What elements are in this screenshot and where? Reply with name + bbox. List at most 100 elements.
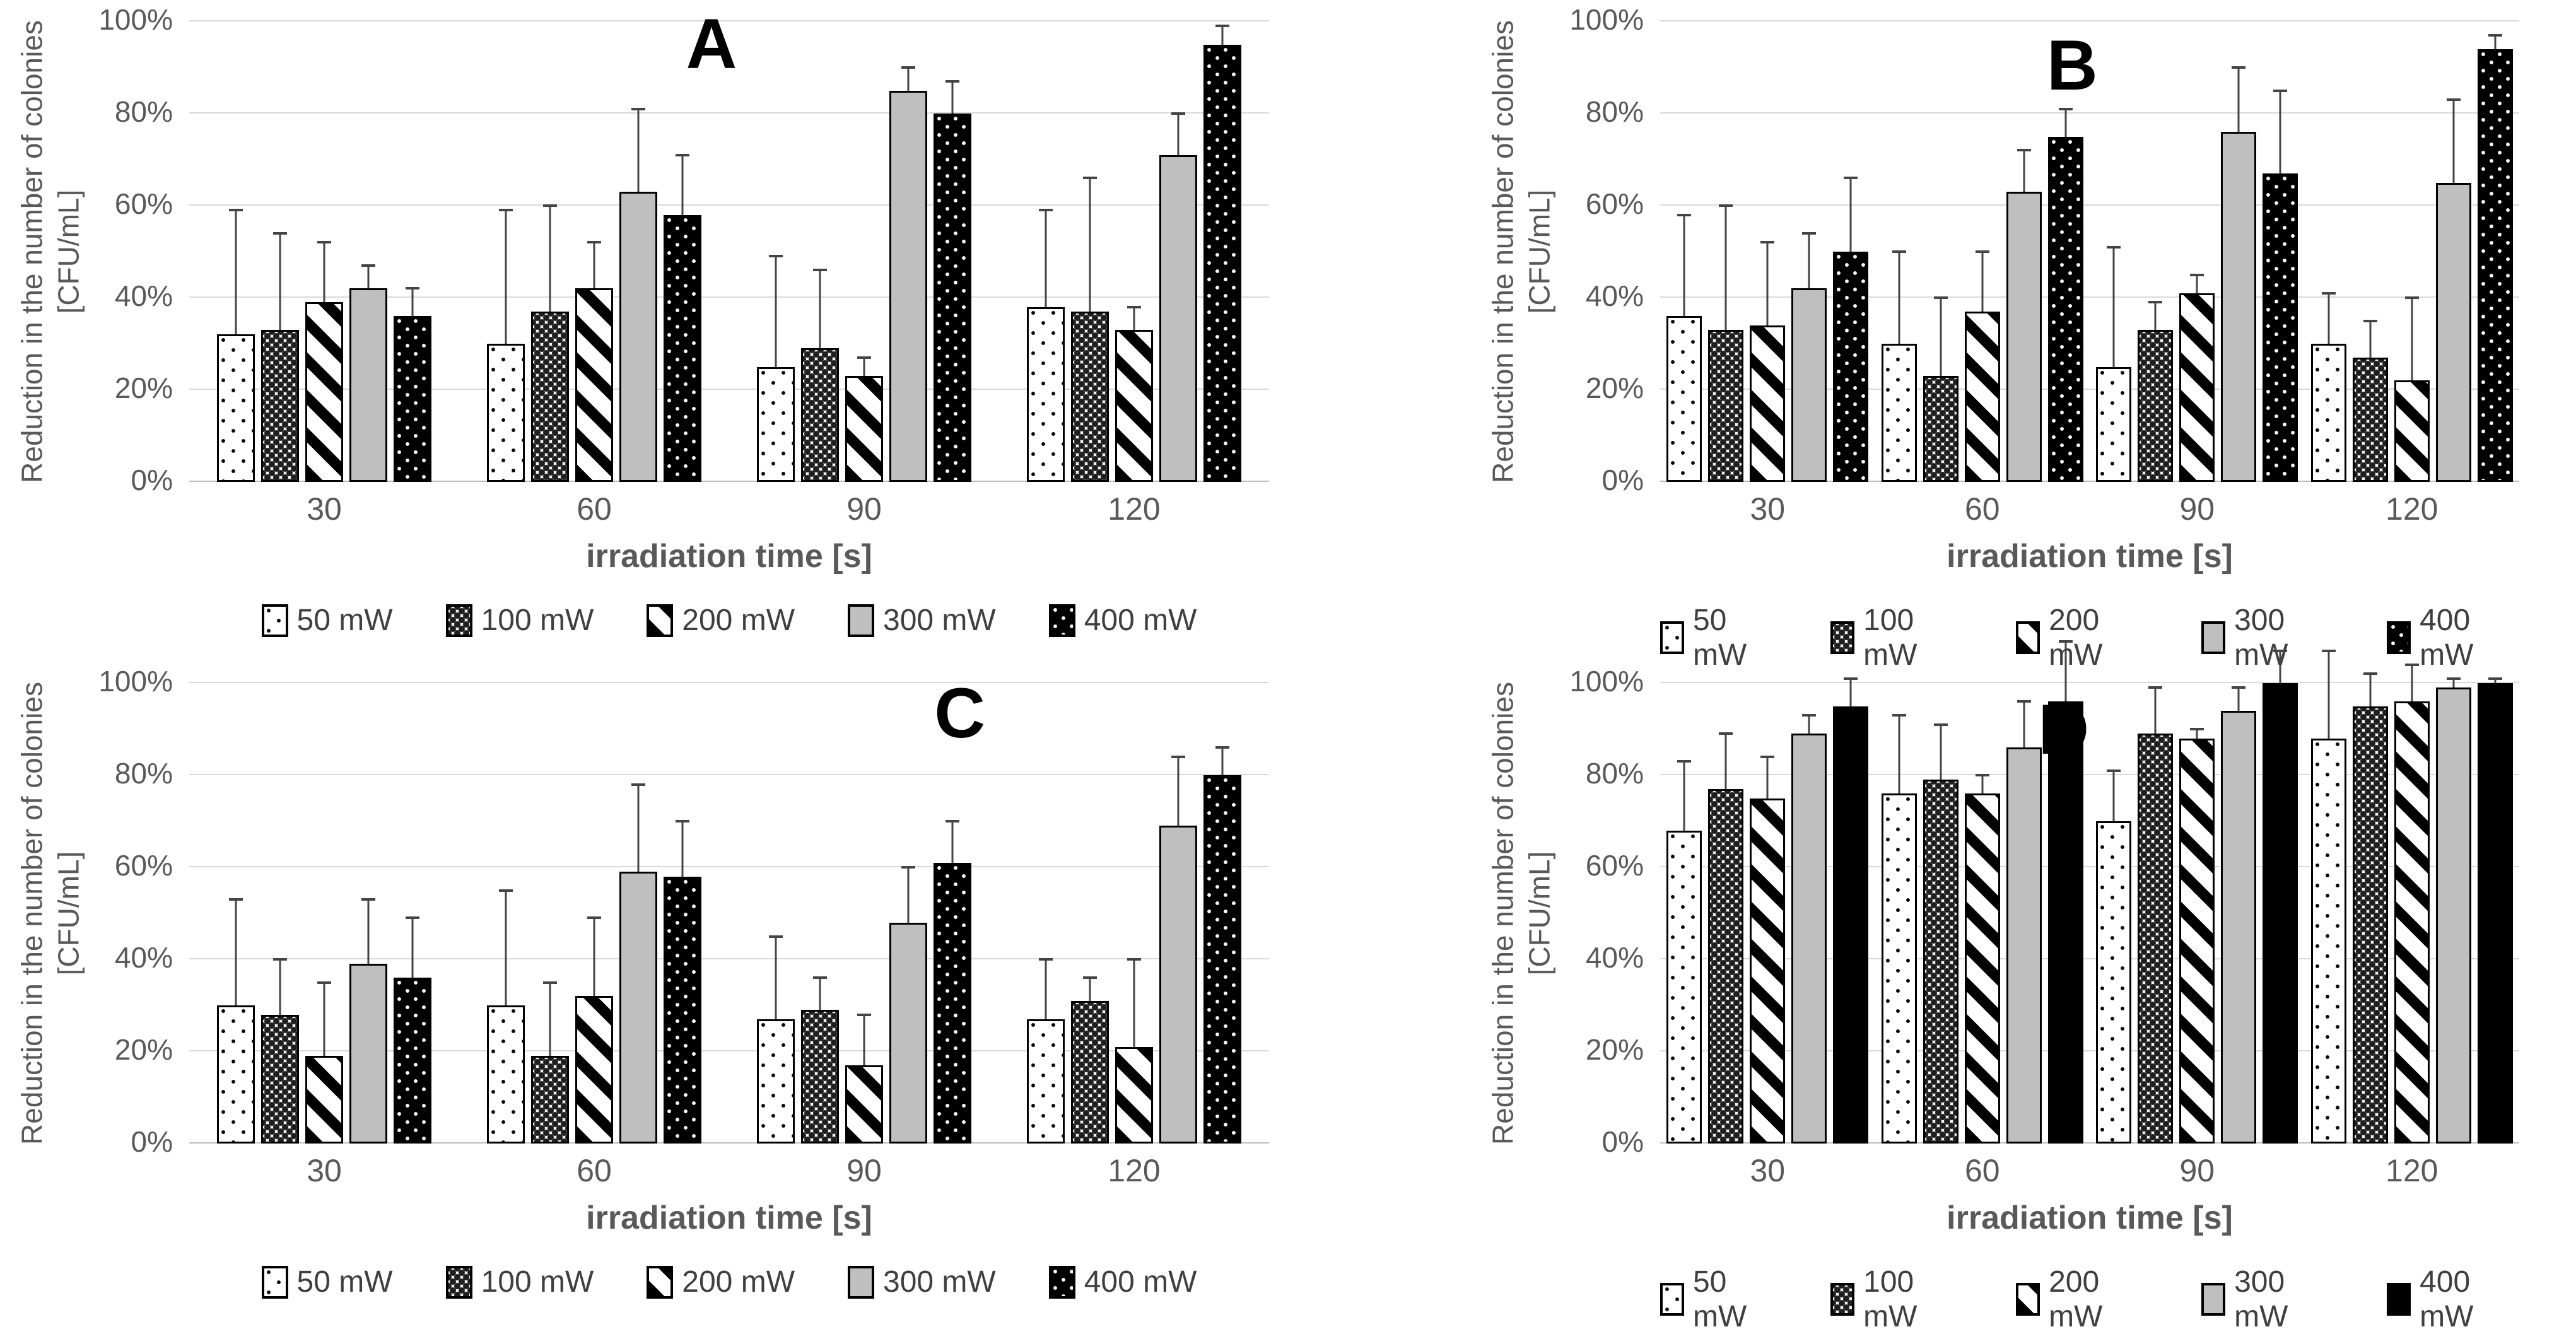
- bar-100mW-60s: [1923, 376, 1958, 482]
- x-axis-ticks: 30 60 90 120: [189, 491, 1269, 527]
- error-bar-cap: [2017, 700, 2031, 703]
- bar-slot: [1159, 683, 1197, 1144]
- error-bar-cap: [857, 356, 871, 359]
- error-bar-cap: [2190, 728, 2204, 730]
- legend-item: 100 mW: [1830, 603, 1963, 672]
- y-tick-label: 0%: [1601, 1125, 1644, 1158]
- error-bar: [1724, 734, 1727, 789]
- legend-swatch-solid-black: [2387, 1283, 2411, 1316]
- y-axis-title-line2: [CFU/mL]: [1523, 851, 1555, 976]
- error-bar: [775, 256, 777, 367]
- bar-slot: [664, 683, 701, 1144]
- error-bar: [2154, 687, 2157, 734]
- bar-slot: [2310, 21, 2346, 482]
- error-bar: [2237, 687, 2240, 711]
- bar-50mW-120s: [2310, 738, 2346, 1144]
- legend-label: 200 mW: [2049, 604, 2103, 672]
- y-tick-label: 60%: [1585, 187, 1644, 220]
- error-bar: [2237, 67, 2240, 132]
- bar-100mW-120s: [2352, 357, 2388, 482]
- y-tick-label: 60%: [114, 849, 173, 882]
- error-bar: [549, 206, 551, 312]
- y-tick-label: 80%: [114, 95, 173, 128]
- error-bar-cap: [676, 820, 689, 822]
- legend-label: 300 mW: [883, 604, 996, 637]
- error-bar-cap: [406, 287, 419, 290]
- bar-slot: [2435, 21, 2471, 482]
- error-bar-cap: [2273, 89, 2288, 92]
- error-bar: [1940, 298, 1942, 377]
- x-tick-label: 90: [846, 491, 882, 527]
- error-bar-cap: [946, 820, 959, 822]
- plot-row: Reduction in the number of colonies [CFU/…: [1477, 5, 2519, 494]
- bar-slot: [1791, 21, 1827, 482]
- legend-swatch-dots-black: [2387, 621, 2411, 654]
- x-axis-title: irradiation time [s]: [586, 538, 872, 575]
- error-bar-cap: [1760, 241, 1775, 244]
- error-bar: [1177, 756, 1180, 826]
- bar-300mW-30s: [349, 964, 387, 1144]
- error-bar-cap: [2363, 319, 2377, 322]
- bar-400mW-120s: [1203, 775, 1241, 1144]
- error-bar-cap: [813, 269, 827, 272]
- error-bar: [2411, 664, 2413, 702]
- bar-slot: [217, 21, 255, 482]
- gridline: [189, 1050, 1269, 1051]
- legend-swatch-dots-white: [261, 1265, 288, 1299]
- legend-label: 100 mW: [481, 604, 594, 637]
- bar-groups: [1660, 640, 2519, 1144]
- error-bar-cap: [2488, 33, 2502, 37]
- bar-50mW-60s: [487, 1005, 525, 1144]
- error-bar-cap: [273, 958, 287, 961]
- bar-slot: [1159, 21, 1197, 482]
- bar-slot: [2006, 683, 2042, 1144]
- error-bar-cap: [631, 783, 645, 786]
- bar-slot: [1071, 21, 1109, 482]
- legend-swatch-dots-white: [1660, 621, 1684, 654]
- error-bar: [1177, 114, 1180, 155]
- bar-slot: [801, 683, 839, 1144]
- error-bar: [2023, 701, 2025, 748]
- gridline: [189, 866, 1269, 867]
- error-bar-cap: [676, 153, 689, 156]
- bar-100mW-90s: [2138, 734, 2174, 1144]
- error-bar: [411, 288, 414, 317]
- bar-slot: [2096, 683, 2132, 1144]
- bar-slot: [757, 683, 795, 1144]
- x-axis-ticks: 30 60 90 120: [1660, 491, 2519, 527]
- x-tick-label: 90: [2179, 1153, 2215, 1188]
- legend-swatch-dots-black: [1048, 604, 1075, 637]
- bar-100mW-60s: [1923, 780, 1958, 1144]
- x-tick-label: 30: [1750, 491, 1786, 527]
- error-bar-cap: [1975, 774, 1989, 776]
- error-bar: [1898, 252, 1900, 344]
- error-bar: [2327, 650, 2330, 739]
- x-tick-label: 120: [2386, 1153, 2438, 1188]
- y-tick-label: 100%: [98, 665, 173, 698]
- bar-slot: [1027, 683, 1065, 1144]
- x-tick-label: 30: [307, 1153, 342, 1188]
- bar-300mW-90s: [2221, 132, 2257, 482]
- bar-400mW-60s: [2047, 701, 2083, 1144]
- bar-100mW-30s: [1708, 330, 1744, 482]
- legend-swatch-checker-gray: [445, 604, 472, 637]
- error-bar-cap: [1719, 204, 1733, 207]
- error-bar-cap: [543, 981, 557, 984]
- error-bar-cap: [813, 976, 827, 980]
- error-bar: [1724, 206, 1727, 331]
- error-bar: [775, 936, 777, 1019]
- legend-swatch-solid-gray: [848, 604, 874, 637]
- y-axis-title-text: Reduction in the number of colonies [CFU/…: [1485, 682, 1558, 1145]
- error-bar-cap: [2017, 149, 2031, 152]
- bar-group-90s: [729, 21, 999, 482]
- bar-200mW-90s: [845, 1065, 883, 1144]
- bar-slot: [1071, 683, 1109, 1144]
- bar-100mW-90s: [2138, 330, 2174, 482]
- legend-item: 400 mW: [2387, 603, 2519, 672]
- y-axis-title: Reduction in the number of colonies [CFU/…: [6, 20, 95, 483]
- error-bar-cap: [2404, 663, 2419, 666]
- legend-swatch-diag-stripes: [2016, 621, 2040, 654]
- error-bar: [2112, 770, 2115, 821]
- legend-swatch-diag-stripes: [647, 1265, 674, 1299]
- gridline: [189, 682, 1269, 683]
